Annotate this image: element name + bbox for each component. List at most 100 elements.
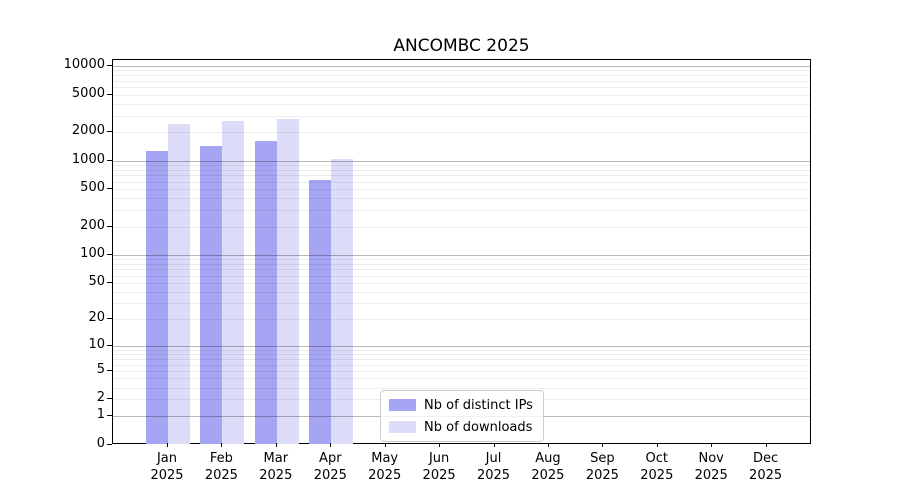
y-tick-label: 5000 — [71, 85, 105, 101]
legend-item-distinct-ips: Nb of distinct IPs — [389, 396, 533, 414]
gridline-major — [113, 160, 810, 162]
x-tick-label: Apr 2025 — [313, 451, 347, 483]
y-tick — [107, 345, 112, 346]
y-tick — [107, 253, 112, 255]
gridline-minor — [113, 349, 810, 351]
y-tick-label: 2000 — [71, 123, 105, 139]
gridline-minor — [113, 226, 810, 228]
x-tick-label: Aug 2025 — [531, 451, 565, 483]
y-tick — [107, 415, 112, 416]
bar-distinct-ips — [146, 151, 168, 445]
x-tick — [384, 443, 386, 447]
x-tick-label: Mar 2025 — [259, 451, 293, 483]
x-tick — [602, 443, 604, 447]
x-tick — [656, 443, 658, 447]
x-tick — [275, 443, 277, 447]
y-tick-label: 200 — [80, 217, 105, 233]
bar-downloads — [331, 158, 354, 445]
gridline-major — [113, 66, 810, 68]
bar-distinct-ips — [200, 145, 223, 445]
y-tick-label: 10000 — [63, 57, 105, 73]
gridline-minor — [113, 210, 810, 211]
y-tick-label: 10 — [88, 337, 105, 352]
x-tick — [493, 443, 495, 447]
x-tick — [711, 443, 713, 447]
gridline-minor — [113, 364, 810, 366]
x-tick-label: Feb 2025 — [204, 451, 238, 483]
gridline-minor — [113, 80, 810, 82]
bar-downloads — [276, 119, 299, 445]
legend: Nb of distinct IPs Nb of downloads — [380, 390, 544, 442]
gridline-minor — [113, 354, 810, 356]
gridline-minor — [113, 359, 810, 361]
bar-downloads — [222, 121, 245, 445]
gridline-minor — [113, 378, 810, 380]
x-tick — [765, 443, 767, 447]
y-tick — [107, 188, 112, 190]
x-tick-label: May 2025 — [368, 451, 402, 483]
gridline-minor — [113, 165, 810, 166]
gridline-minor — [113, 94, 810, 96]
x-tick-label: Nov 2025 — [694, 451, 728, 483]
x-tick — [547, 443, 549, 447]
gridline-minor — [113, 75, 810, 77]
y-tick — [107, 93, 112, 95]
legend-label-distinct-ips: Nb of distinct IPs — [424, 397, 533, 413]
y-tick-label: 20 — [88, 310, 105, 326]
gridline-minor — [113, 169, 810, 171]
gridline-minor — [113, 319, 810, 321]
y-tick — [107, 159, 112, 161]
chart-title: ANCOMBC 2025 — [393, 36, 530, 56]
y-tick-label: 2 — [96, 390, 105, 406]
y-tick-label: 5 — [96, 361, 105, 377]
gridline-minor — [113, 259, 810, 261]
gridline-minor — [113, 115, 810, 117]
plot-area — [112, 59, 811, 445]
legend-swatch-distinct-ips — [389, 399, 416, 411]
x-tick-label: Dec 2025 — [749, 451, 783, 483]
y-tick — [107, 443, 112, 445]
x-tick-label: Jul 2025 — [476, 451, 511, 483]
gridline-minor — [113, 132, 810, 134]
gridline-minor — [113, 264, 810, 265]
x-tick — [439, 443, 441, 447]
gridline-minor — [113, 198, 810, 200]
y-tick-label: 0 — [96, 435, 105, 451]
gridline-minor — [113, 175, 810, 177]
gridline-major — [113, 254, 810, 256]
x-tick — [167, 443, 168, 447]
x-tick-label: Jan 2025 — [150, 451, 184, 483]
y-tick-label: 500 — [80, 180, 105, 196]
x-tick — [330, 443, 332, 447]
x-tick-label: Jun 2025 — [422, 451, 456, 483]
bar-distinct-ips — [254, 140, 277, 445]
y-tick — [107, 318, 112, 320]
bar-downloads — [168, 123, 190, 445]
y-tick — [107, 131, 112, 133]
gridline-minor — [113, 275, 810, 277]
y-tick-label: 1 — [96, 407, 105, 422]
gridline-major — [113, 346, 810, 347]
y-tick-label: 1000 — [71, 151, 105, 167]
y-tick-label: 100 — [80, 245, 105, 261]
legend-label-downloads: Nb of downloads — [424, 419, 533, 435]
y-tick — [107, 282, 112, 283]
gridline-minor — [113, 70, 810, 72]
y-tick-label: 50 — [88, 274, 105, 289]
x-tick — [221, 443, 223, 447]
y-tick — [107, 369, 112, 371]
gridline-minor — [113, 303, 810, 305]
gridline-minor — [113, 291, 810, 293]
x-tick-label: Oct 2025 — [640, 451, 674, 483]
gridline-minor — [113, 370, 810, 372]
y-tick — [107, 225, 112, 227]
x-tick-label: Sep 2025 — [585, 451, 619, 483]
gridline-minor — [113, 387, 810, 389]
bar-distinct-ips — [309, 180, 332, 445]
gridline-minor — [113, 269, 810, 271]
legend-swatch-downloads — [389, 421, 416, 433]
gridline-minor — [113, 103, 810, 105]
y-tick — [107, 398, 112, 400]
gridline-minor — [113, 87, 810, 89]
